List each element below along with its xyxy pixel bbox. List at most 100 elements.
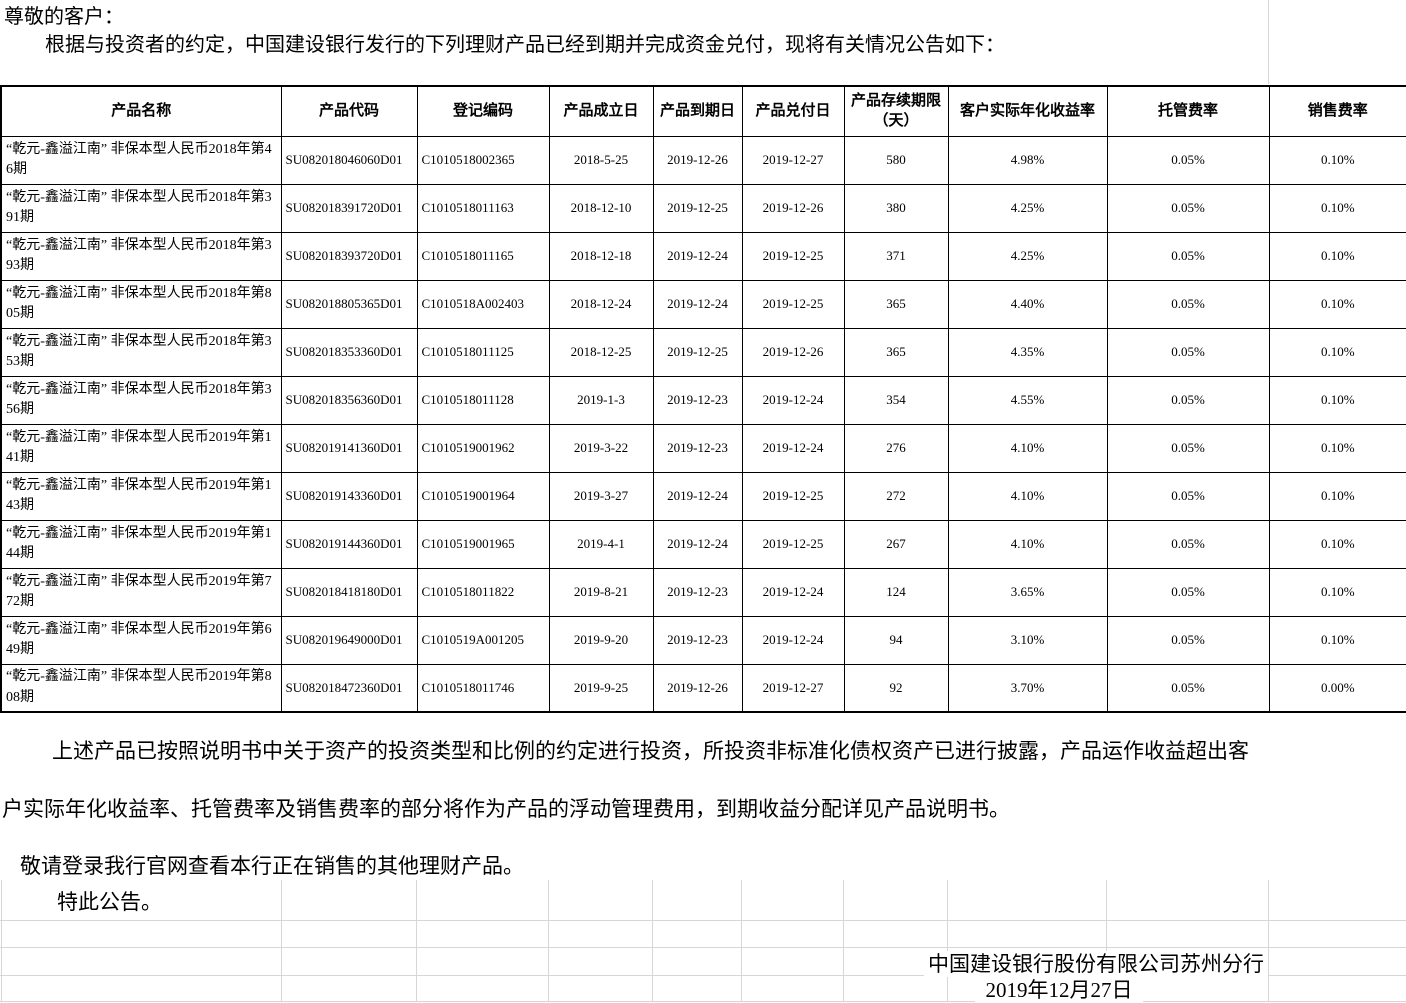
table-cell: C1010518011128 xyxy=(416,375,550,425)
closing-paragraph-line2: 户实际年化收益率、托管费率及销售费率的部分将作为产品的浮动管理费用，到期收益分配… xyxy=(2,797,1010,821)
table-row: “乾元-鑫溢江南” 非保本型人民币2019年第141期 SU08201914136… xyxy=(0,423,1406,473)
table-cell: 0.10% xyxy=(1268,327,1406,377)
signature-text: 中国建设银行股份有限公司苏州分行 xyxy=(924,951,1268,977)
table-cell: 2019-12-25 xyxy=(741,231,845,281)
product-name-cell: “乾元-鑫溢江南” 非保本型人民币2018年第356期 xyxy=(0,375,282,425)
table-cell: SU082018472360D01 xyxy=(280,663,418,713)
column-header-registration-code: 登记编码 xyxy=(416,85,550,137)
table-cell: 0.10% xyxy=(1268,231,1406,281)
table-cell: SU082019649000D01 xyxy=(280,615,418,665)
table-cell: 2018-12-10 xyxy=(548,183,654,233)
table-cell: 2019-12-25 xyxy=(741,471,845,521)
column-header-payment-date: 产品兑付日 xyxy=(741,85,845,137)
gridline xyxy=(741,880,742,1002)
gridline xyxy=(1268,880,1269,1002)
gridline xyxy=(947,880,948,1002)
table-cell: 2019-9-20 xyxy=(548,615,654,665)
table-cell: 0.05% xyxy=(1106,135,1270,185)
gridline xyxy=(0,920,1406,921)
table-cell: 2019-12-24 xyxy=(652,279,743,329)
table-cell: 0.05% xyxy=(1106,663,1270,713)
table-cell: 2018-12-25 xyxy=(548,327,654,377)
table-row: “乾元-鑫溢江南” 非保本型人民币2019年第144期 SU08201914436… xyxy=(0,519,1406,569)
table-cell: 3.10% xyxy=(947,615,1108,665)
date-text: 2019年12月27日 xyxy=(975,977,1143,1003)
table-cell: 3.65% xyxy=(947,567,1108,617)
table-cell: 2019-12-25 xyxy=(741,519,845,569)
table-cell: 2019-12-23 xyxy=(652,375,743,425)
column-header-product-code: 产品代码 xyxy=(280,85,418,137)
table-cell: C1010519001965 xyxy=(416,519,550,569)
table-cell: 2019-9-25 xyxy=(548,663,654,713)
table-cell: C1010518011165 xyxy=(416,231,550,281)
table-row: “乾元-鑫溢江南” 非保本型人民币2018年第46期 SU082018046060… xyxy=(0,135,1406,185)
table-cell: SU082018046060D01 xyxy=(280,135,418,185)
table-cell: 0.10% xyxy=(1268,183,1406,233)
product-name-cell: “乾元-鑫溢江南” 非保本型人民币2019年第808期 xyxy=(0,663,282,713)
table-cell: 2019-12-26 xyxy=(741,183,845,233)
table-row: “乾元-鑫溢江南” 非保本型人民币2018年第353期 SU08201835336… xyxy=(0,327,1406,377)
table-cell: 2019-12-24 xyxy=(741,615,845,665)
table-cell: 276 xyxy=(843,423,949,473)
table-cell: 0.00% xyxy=(1268,663,1406,713)
table-cell: 2019-12-25 xyxy=(741,279,845,329)
intro-text: 根据与投资者的约定，中国建设银行发行的下列理财产品已经到期并完成资金兑付，现将有… xyxy=(45,34,1005,56)
column-header-custody-fee-rate: 托管费率 xyxy=(1106,85,1270,137)
table-row: “乾元-鑫溢江南” 非保本型人民币2019年第772期 SU08201841818… xyxy=(0,567,1406,617)
table-cell: C1010518A002403 xyxy=(416,279,550,329)
table-cell: 4.98% xyxy=(947,135,1108,185)
table-cell: 2019-12-23 xyxy=(652,423,743,473)
table-cell: 2018-5-25 xyxy=(548,135,654,185)
product-table: 产品名称 产品代码 登记编码 产品成立日 产品到期日 产品兑付日 产品存续期限（… xyxy=(0,85,1406,713)
table-cell: SU082019144360D01 xyxy=(280,519,418,569)
table-cell: 267 xyxy=(843,519,949,569)
table-cell: 2019-12-23 xyxy=(652,567,743,617)
product-table-body: “乾元-鑫溢江南” 非保本型人民币2018年第46期 SU082018046060… xyxy=(0,135,1406,713)
gridline xyxy=(0,975,1406,976)
table-cell: 354 xyxy=(843,375,949,425)
table-cell: 272 xyxy=(843,471,949,521)
table-cell: C1010519A001205 xyxy=(416,615,550,665)
table-cell: 2019-12-24 xyxy=(652,231,743,281)
table-cell: 380 xyxy=(843,183,949,233)
table-cell: 0.10% xyxy=(1268,519,1406,569)
table-cell: SU082018393720D01 xyxy=(280,231,418,281)
table-cell: 4.40% xyxy=(947,279,1108,329)
column-header-annualized-yield: 客户实际年化收益率 xyxy=(947,85,1108,137)
table-cell: 2019-3-27 xyxy=(548,471,654,521)
table-cell: 4.35% xyxy=(947,327,1108,377)
column-header-maturity-date: 产品到期日 xyxy=(652,85,743,137)
column-header-sales-fee-rate: 销售费率 xyxy=(1268,85,1406,137)
table-row: “乾元-鑫溢江南” 非保本型人民币2019年第143期 SU08201914336… xyxy=(0,471,1406,521)
table-cell: SU082018356360D01 xyxy=(280,375,418,425)
table-cell: 0.05% xyxy=(1106,327,1270,377)
column-header-product-name: 产品名称 xyxy=(0,85,282,137)
table-cell: C1010518011125 xyxy=(416,327,550,377)
product-name-cell: “乾元-鑫溢江南” 非保本型人民币2019年第772期 xyxy=(0,567,282,617)
table-cell: SU082018418180D01 xyxy=(280,567,418,617)
gridline xyxy=(281,880,282,1002)
table-cell: 92 xyxy=(843,663,949,713)
table-cell: SU082018391720D01 xyxy=(280,183,418,233)
table-cell: 0.05% xyxy=(1106,471,1270,521)
table-row: “乾元-鑫溢江南” 非保本型人民币2018年第356期 SU08201835636… xyxy=(0,375,1406,425)
table-cell: 371 xyxy=(843,231,949,281)
product-name-cell: “乾元-鑫溢江南” 非保本型人民币2018年第391期 xyxy=(0,183,282,233)
gridline xyxy=(652,880,653,1002)
table-cell: 365 xyxy=(843,279,949,329)
gridline xyxy=(0,947,1406,948)
table-row: “乾元-鑫溢江南” 非保本型人民币2019年第649期 SU08201964900… xyxy=(0,615,1406,665)
table-cell: 0.10% xyxy=(1268,423,1406,473)
table-cell: 2019-1-3 xyxy=(548,375,654,425)
table-cell: C1010518011163 xyxy=(416,183,550,233)
table-cell: 2019-12-26 xyxy=(652,663,743,713)
table-cell: 2018-12-24 xyxy=(548,279,654,329)
table-cell: 4.55% xyxy=(947,375,1108,425)
table-cell: 0.05% xyxy=(1106,567,1270,617)
table-cell: 2019-12-24 xyxy=(652,519,743,569)
table-cell: 2019-12-27 xyxy=(741,663,845,713)
table-row: “乾元-鑫溢江南” 非保本型人民币2019年第808期 SU08201847236… xyxy=(0,663,1406,713)
table-cell: 365 xyxy=(843,327,949,377)
table-cell: 2019-4-1 xyxy=(548,519,654,569)
table-cell: 4.25% xyxy=(947,231,1108,281)
